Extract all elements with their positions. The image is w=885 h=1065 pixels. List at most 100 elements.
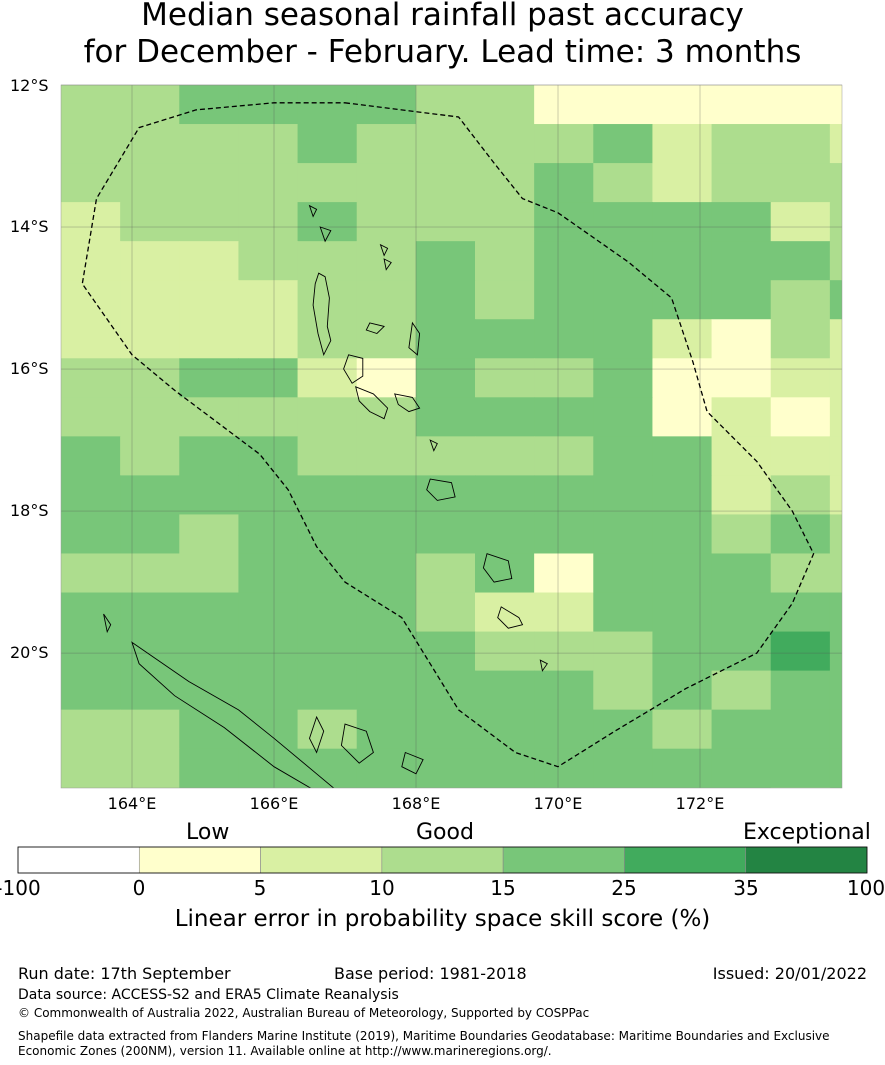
grid-cell [61, 397, 121, 437]
grid-cell [711, 124, 772, 164]
grid-cell [534, 748, 594, 788]
run-date: Run date: 17th September [18, 964, 231, 983]
cb-tick-25: 25 [611, 876, 637, 900]
grid-cell [356, 553, 417, 594]
grid-cell [179, 280, 239, 320]
grid-cell [593, 709, 653, 750]
grid-cell [652, 709, 713, 750]
grid-cell [711, 514, 772, 554]
grid-cell [238, 358, 299, 398]
grid-cell [652, 280, 713, 320]
grid-cell [593, 124, 653, 164]
grid-cell [61, 631, 121, 672]
cb-tick-100: 100 [846, 876, 885, 900]
island-outline [312, 272, 332, 357]
island-outline [383, 258, 392, 271]
island-outline [319, 226, 332, 243]
grid-cell [415, 592, 476, 633]
grid-cell [120, 163, 180, 203]
grid-cell [61, 85, 121, 125]
grid-cell [61, 319, 121, 359]
grid-cell [711, 397, 772, 437]
grid-cell [179, 436, 239, 476]
colorbar-segment [381, 846, 504, 874]
grid-cell [356, 358, 417, 398]
grid-cell [770, 85, 831, 125]
grid-cell [534, 514, 594, 554]
grid-cell [711, 358, 772, 398]
island-outline [103, 613, 112, 634]
shapefile-credit-line1: Shapefile data extracted from Flanders M… [18, 1029, 830, 1043]
colorbar-frame [17, 846, 868, 874]
category-low: Low [186, 820, 230, 845]
grid-cell [179, 163, 239, 203]
graticule [61, 84, 842, 788]
copyright: © Commonwealth of Australia 2022, Austra… [18, 1006, 590, 1020]
cb-tick-m100: -100 [0, 876, 41, 900]
grid-cell [534, 202, 594, 242]
colorbar-segment [260, 846, 383, 874]
grid-cell [534, 436, 594, 476]
island-outline [401, 751, 424, 775]
grid-cell [179, 85, 239, 125]
grid-cell [652, 592, 713, 633]
category-good: Good [416, 820, 474, 845]
grid-cell [415, 358, 476, 398]
grid-cell [238, 397, 299, 437]
grid-cell [770, 319, 831, 359]
grid-cell [475, 85, 535, 125]
grid-cell [179, 124, 239, 164]
grid-cell [120, 241, 180, 281]
lat-label-14s: 14°S [10, 217, 49, 236]
grid-cell [120, 436, 180, 476]
grid-cell [415, 124, 476, 164]
grid-cell [829, 319, 842, 359]
grid-cell [120, 397, 180, 437]
grid-cell [120, 748, 180, 788]
grid-cell [179, 514, 239, 554]
grid-cell [120, 709, 180, 750]
grid-cell [356, 397, 417, 437]
grid-cell [61, 163, 121, 203]
grid-cell [238, 709, 299, 750]
grid-cell [61, 709, 121, 750]
grid-cell [415, 85, 476, 125]
grid-cell [770, 592, 831, 633]
grid-cell [829, 631, 842, 672]
grid-cell [770, 124, 831, 164]
island-outline [408, 321, 421, 356]
grid-cell [593, 748, 653, 788]
grid-cell [593, 202, 653, 242]
map-frame [60, 84, 843, 789]
grid-cell [829, 475, 842, 515]
island-outline [355, 386, 389, 420]
island-outline [497, 606, 524, 629]
grid-cell [120, 202, 180, 242]
grid-cell [652, 748, 713, 788]
skill-grid [61, 85, 842, 788]
colorbar-segment [745, 846, 868, 874]
grid-cell [652, 124, 713, 164]
grid-cell [770, 241, 831, 281]
grid-cell [593, 592, 653, 633]
grid-cell [475, 280, 535, 320]
grid-cell [61, 436, 121, 476]
colorbar-segment [624, 846, 747, 874]
grid-cell [475, 514, 535, 554]
grid-cell [770, 202, 831, 242]
grid-cell [179, 202, 239, 242]
grid-cell [61, 475, 121, 515]
grid-cell [475, 670, 535, 711]
grid-cell [652, 514, 713, 554]
island-outline [308, 204, 318, 218]
grid-cell [179, 748, 239, 788]
grid-cell [829, 358, 842, 398]
grid-cell [415, 280, 476, 320]
grid-cell [120, 85, 180, 125]
grid-cell [652, 85, 713, 125]
grid-cell [356, 436, 417, 476]
grid-cell [179, 670, 239, 711]
colorbar-segment [17, 846, 140, 874]
lon-label-168e: 168°E [391, 794, 441, 813]
grid-cell [652, 631, 713, 672]
